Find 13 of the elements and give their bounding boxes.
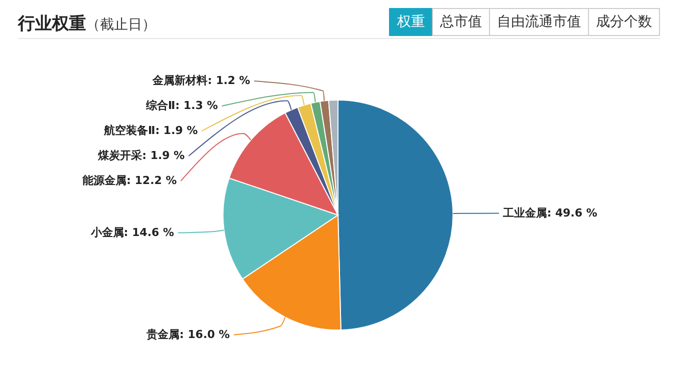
tab-button[interactable]: 总市值: [432, 8, 490, 36]
chart-title: 行业权重: [18, 14, 86, 34]
slice-label: 贵金属: 16.0 %: [146, 328, 230, 341]
slice-label: 航空装备Ⅱ: 1.9 %: [102, 124, 198, 137]
slice-label: 能源金属: 12.2 %: [82, 174, 177, 187]
slice-label: 小金属: 14.6 %: [90, 226, 174, 239]
tab-button[interactable]: 成分个数: [588, 8, 660, 36]
slice-label: 煤炭开采: 1.9 %: [97, 148, 185, 162]
tab-button[interactable]: 自由流通市值: [489, 8, 589, 36]
slice-label: 金属新材料: 1.2 %: [152, 74, 250, 87]
slice-label: 综合Ⅱ: 1.3 %: [145, 98, 218, 112]
slice-label: 工业金属: 49.6 %: [502, 206, 598, 220]
chart-subtitle: （截止日）: [86, 17, 156, 33]
